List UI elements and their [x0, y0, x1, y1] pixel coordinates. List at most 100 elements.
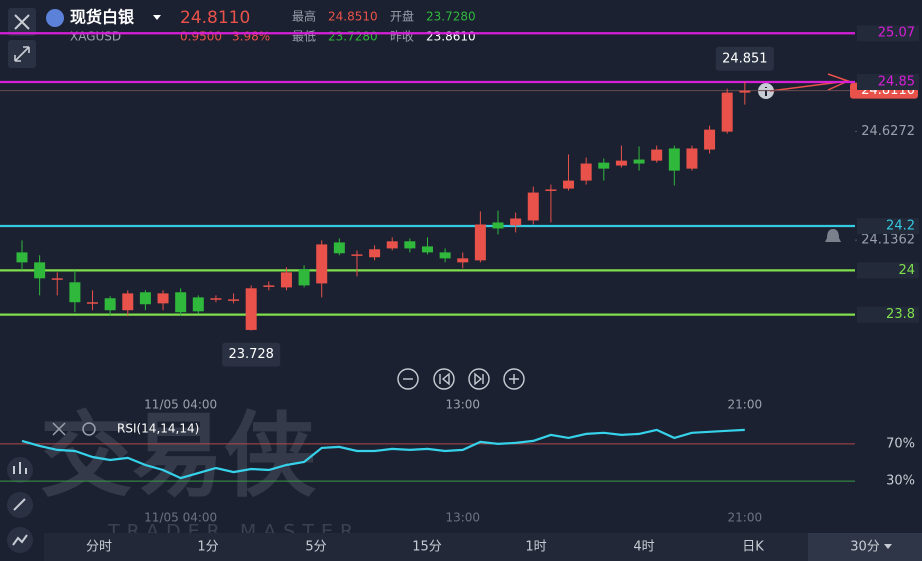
candle-body	[668, 148, 680, 171]
dropdown-arrow[interactable]	[153, 15, 161, 20]
rsi-x-tick-label: 21:00	[728, 511, 763, 525]
timeframe-button[interactable]: 1时	[525, 540, 546, 555]
rsi-tick-label: 30%	[886, 474, 915, 489]
low-value: 23.7280	[328, 30, 378, 44]
price: 24.8110	[180, 8, 250, 28]
y-tick-box	[857, 123, 919, 140]
timeframe-button[interactable]: 日K	[742, 540, 764, 555]
candle-body	[439, 252, 451, 259]
candle-body	[580, 163, 592, 181]
candle-body	[386, 241, 398, 249]
level-label: 23.8	[886, 307, 915, 322]
zoom-out-button[interactable]	[397, 368, 419, 390]
level-label: 24	[898, 263, 915, 278]
change-pct: 3.98%	[232, 30, 270, 44]
zoom-in-button[interactable]	[503, 368, 525, 390]
open-label: 开盘	[390, 9, 414, 24]
candle-body	[333, 242, 345, 254]
rsi-legend: RSI(14,14,14)	[117, 422, 199, 436]
timeframe-button[interactable]: 分时	[86, 540, 112, 555]
rsi-close[interactable]	[52, 422, 66, 436]
candle-body	[598, 162, 610, 169]
level-label: 25.07	[878, 26, 915, 41]
symbol-name[interactable]: 现货白银	[70, 8, 135, 27]
high-annotation: 24.851	[722, 51, 768, 66]
level-label: 24.2	[886, 219, 915, 234]
candle-body	[651, 149, 663, 161]
candle-body	[263, 285, 275, 287]
candle-body	[633, 159, 645, 164]
candle-body	[316, 244, 328, 284]
timeframe-button[interactable]: 15分	[412, 540, 442, 555]
low-callout	[222, 342, 281, 367]
rsi-line	[21, 428, 745, 480]
candle-body	[245, 288, 257, 330]
rsi-x-tick-label: 13:00	[445, 511, 480, 525]
level-label: 24.85	[878, 74, 915, 89]
prev-close-value: 23.8610	[426, 30, 476, 44]
high-callout	[715, 46, 774, 71]
candle-body	[280, 272, 292, 288]
candle-body	[351, 254, 363, 256]
level-tag	[857, 73, 919, 90]
candle-body	[510, 218, 522, 226]
candle-body	[104, 298, 116, 311]
timeframe-selected	[808, 533, 922, 561]
nav-buttons	[397, 368, 525, 390]
candle-body	[16, 252, 28, 263]
candle-body	[175, 292, 187, 313]
high-value: 24.8510	[328, 10, 378, 24]
watermark-title: 交易侠	[40, 402, 317, 509]
candle-body	[192, 297, 204, 312]
candle-body	[421, 246, 433, 253]
x-tick-label: 21:00	[728, 398, 763, 412]
rsi-tick-label: 70%	[886, 436, 915, 451]
candle-body	[474, 224, 486, 261]
open-value: 23.7280	[426, 10, 476, 24]
y-tick-label: 24.6272	[861, 124, 915, 139]
candle-body	[210, 298, 222, 300]
timeframe-button[interactable]: 5分	[305, 540, 326, 555]
change: 0.9500	[180, 30, 222, 44]
rsi-x-tick-label: 11/05 04:00	[144, 511, 217, 525]
candle-body	[492, 222, 504, 229]
timeframe-button[interactable]: 4时	[633, 540, 654, 555]
candle-body	[228, 299, 240, 301]
x-tick-label: 13:00	[445, 398, 480, 412]
low-label: 最低	[292, 30, 316, 44]
last-button[interactable]	[468, 368, 490, 390]
candle-body	[739, 90, 751, 93]
symbol-icon	[46, 9, 64, 27]
candle-body	[51, 278, 63, 280]
candle-body	[87, 302, 99, 304]
y-tick-box	[857, 232, 919, 249]
collapse-icon	[14, 46, 30, 62]
timeframe-button[interactable]: 30分	[850, 540, 880, 555]
candle-body	[704, 129, 716, 150]
first-button[interactable]	[433, 368, 455, 390]
candle-body	[139, 292, 151, 305]
candle-body	[34, 262, 46, 279]
candle-body	[369, 249, 381, 258]
symbol-code: XAGUSD	[70, 30, 121, 44]
rsi-settings[interactable]	[82, 422, 96, 436]
candle-body	[615, 160, 627, 166]
candle-body	[122, 293, 134, 311]
level-tag	[857, 306, 919, 323]
alert-bell[interactable]	[825, 229, 841, 242]
timeframe-button[interactable]: 1分	[197, 540, 218, 555]
candle-body	[69, 282, 81, 303]
prev-close-label: 昨收	[390, 30, 414, 44]
x-tick-label: 11/05 04:00	[144, 398, 217, 412]
candle-body	[563, 180, 575, 189]
low-annotation: 23.728	[228, 347, 274, 362]
level-tag	[857, 25, 919, 42]
level-tag	[857, 262, 919, 279]
candle-body	[404, 241, 416, 249]
timeframe-bar	[44, 533, 922, 561]
high-label: 最高	[292, 9, 316, 24]
timeframe-dropdown[interactable]	[884, 544, 892, 549]
close-icon	[14, 14, 30, 30]
